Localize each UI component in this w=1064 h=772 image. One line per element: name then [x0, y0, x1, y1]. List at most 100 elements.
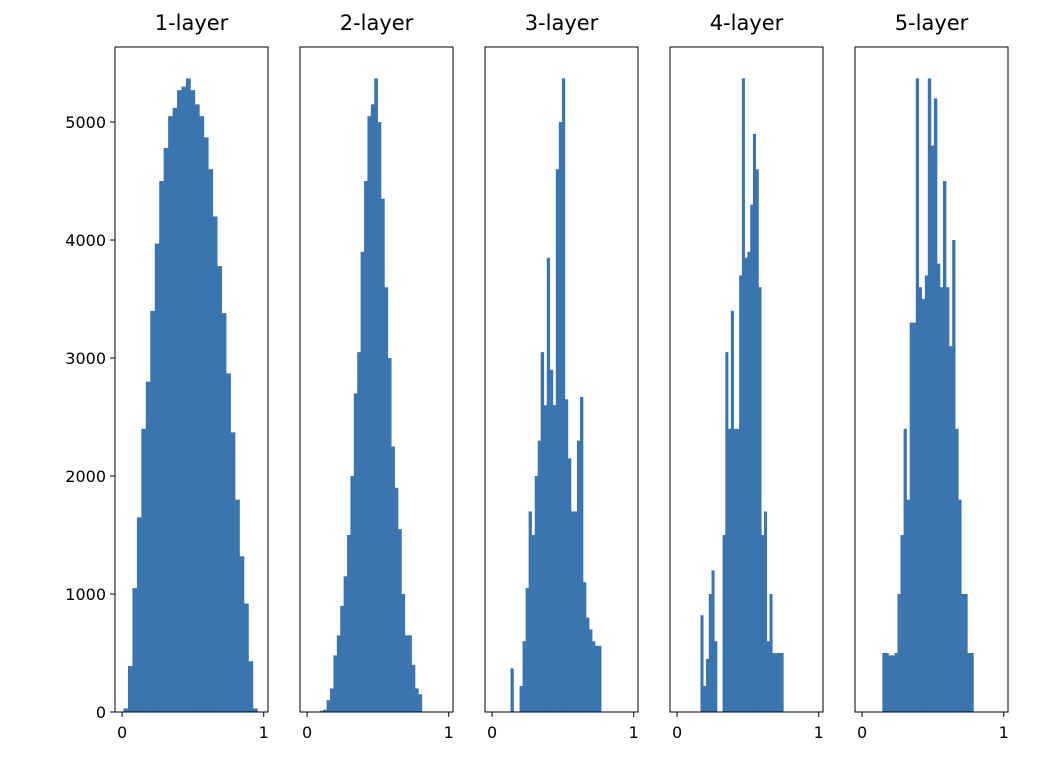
bar: [510, 668, 514, 712]
bar: [381, 198, 385, 712]
bar: [319, 710, 324, 712]
bar: [722, 535, 726, 712]
bar: [705, 658, 710, 712]
x-tick-label: 0: [672, 723, 682, 742]
bar: [955, 428, 959, 712]
bar: [243, 603, 249, 712]
bar: [949, 346, 953, 712]
bar: [522, 641, 526, 712]
bar: [552, 405, 557, 712]
bar: [714, 641, 718, 712]
bar: [561, 78, 566, 712]
bar: [772, 653, 776, 712]
bar: [343, 576, 348, 712]
bar: [730, 310, 734, 712]
bar: [921, 299, 926, 712]
bar: [777, 653, 781, 712]
bar: [761, 535, 765, 712]
bar: [519, 686, 523, 712]
bar: [924, 275, 929, 712]
bar: [360, 251, 365, 712]
bar: [132, 588, 138, 712]
bar: [741, 78, 745, 712]
bar: [336, 635, 341, 712]
bar: [750, 204, 754, 712]
bar: [725, 352, 729, 712]
bar: [415, 688, 419, 712]
panel-title: 4-layer: [710, 11, 784, 35]
bar: [377, 122, 382, 712]
x-tick-label: 1: [629, 723, 639, 742]
bar: [918, 287, 923, 712]
bar: [123, 708, 129, 712]
bar: [927, 78, 932, 712]
bar: [212, 216, 218, 712]
bar: [558, 122, 563, 712]
bar: [964, 594, 968, 712]
bar: [347, 535, 351, 712]
bar: [909, 322, 913, 712]
bar: [326, 700, 331, 712]
bar: [230, 432, 236, 712]
x-tick-label: 0: [117, 723, 127, 742]
bar: [364, 181, 368, 712]
bar: [370, 104, 375, 712]
y-tick-label: 0: [96, 703, 106, 722]
bar: [942, 181, 947, 712]
bar: [970, 653, 974, 712]
y-tick-label: 1000: [65, 585, 106, 604]
bar: [534, 476, 538, 712]
y-tick-label: 4000: [65, 231, 106, 250]
y-tick-label: 2000: [65, 467, 106, 486]
bar: [589, 629, 593, 712]
bar: [900, 535, 904, 712]
bar: [739, 275, 743, 712]
bar: [203, 137, 209, 712]
axes-frame: [854, 46, 1009, 713]
bar: [546, 257, 551, 712]
bar: [172, 107, 178, 712]
bar: [933, 98, 938, 713]
bar: [418, 694, 423, 712]
bar: [154, 243, 160, 713]
bar: [226, 373, 231, 712]
axes-frame: [484, 46, 639, 713]
bar: [940, 287, 944, 712]
bar: [221, 313, 227, 712]
bar: [755, 169, 759, 712]
bar: [930, 145, 935, 713]
bar: [543, 405, 548, 712]
bar: [185, 78, 191, 712]
x-tick-label: 1: [814, 723, 824, 742]
bar: [780, 653, 784, 712]
bar: [159, 181, 164, 712]
axes-frame: [669, 46, 824, 713]
panel-title: 2-layer: [340, 11, 414, 35]
bar: [700, 615, 704, 712]
bar: [190, 90, 196, 713]
bar: [586, 617, 590, 712]
bar: [248, 661, 254, 712]
bar: [736, 428, 740, 712]
bar: [531, 535, 536, 712]
bar: [235, 499, 240, 712]
bar: [952, 240, 956, 713]
bar: [903, 428, 907, 712]
panel-title: 1-layer: [155, 11, 229, 35]
bar: [549, 369, 554, 712]
bar: [323, 709, 327, 712]
x-tick-label: 0: [487, 723, 497, 742]
bar: [915, 78, 920, 712]
bar: [525, 588, 529, 712]
bar: [540, 352, 545, 712]
bar: [711, 570, 715, 712]
y-tick-label: 3000: [65, 349, 106, 368]
bar: [758, 287, 762, 712]
bar: [961, 594, 965, 712]
panel-title: 5-layer: [895, 11, 969, 35]
bar: [775, 653, 779, 712]
bar: [598, 645, 602, 712]
bar: [330, 688, 334, 712]
bar: [592, 641, 596, 712]
bar: [194, 104, 200, 712]
